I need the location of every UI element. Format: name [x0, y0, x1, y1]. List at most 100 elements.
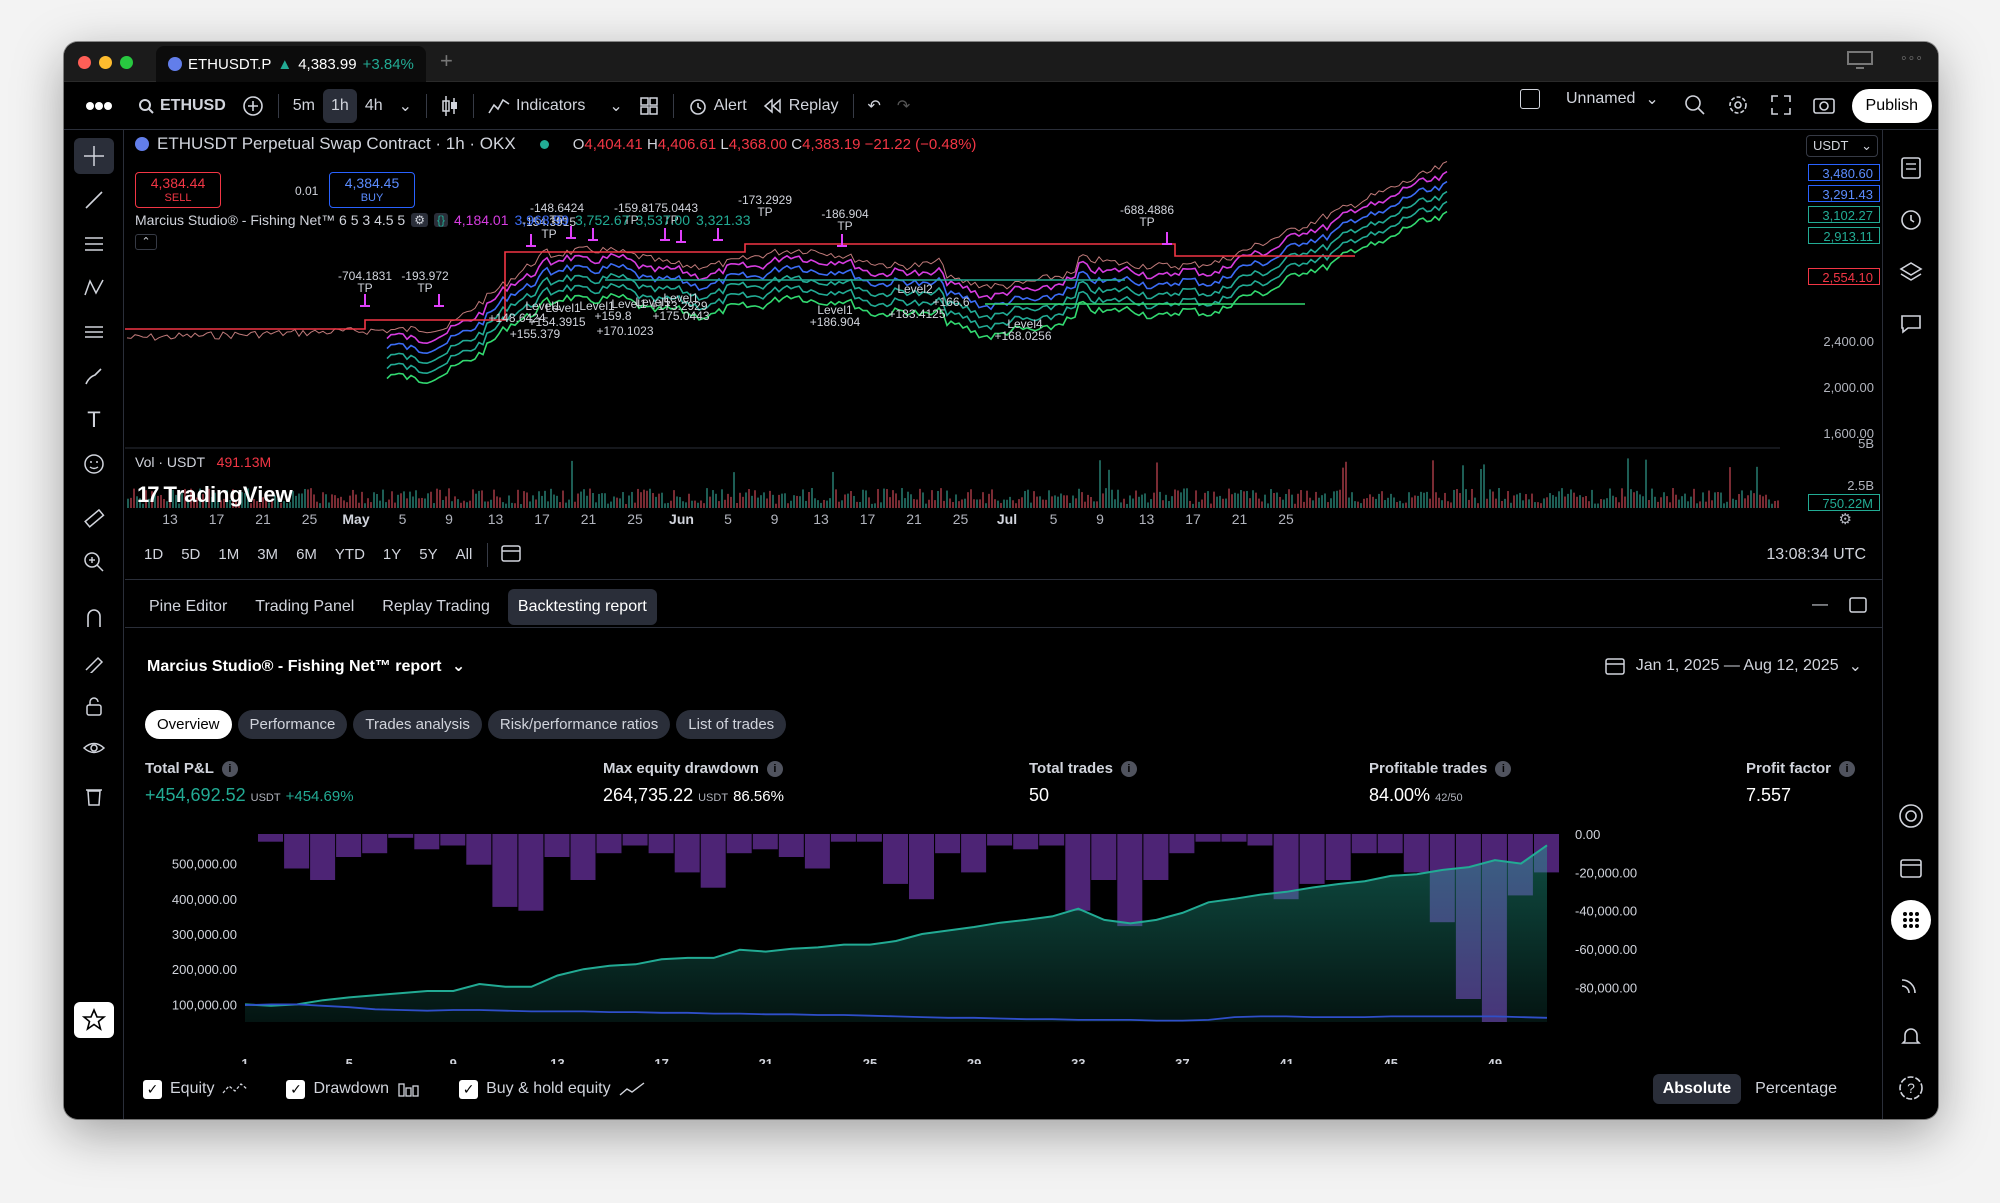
subtab-list-of-trades[interactable]: List of trades: [676, 710, 787, 739]
help-icon[interactable]: ?: [1891, 1068, 1931, 1108]
buy-hold-equity-checkbox[interactable]: ✓ Buy & hold equity: [459, 1079, 645, 1099]
candles-chart-type-icon[interactable]: [433, 89, 467, 123]
price-chart[interactable]: -704.1831 TP -193.972 TP -148.6424 TP -154.391…: [125, 130, 1882, 530]
indicator-legend[interactable]: Marcius Studio® - Fishing Net™ 6 5 3 4.5…: [135, 212, 751, 228]
interval-5m[interactable]: 5m: [292, 96, 316, 114]
lock-icon[interactable]: [74, 688, 114, 724]
favorites-star-icon[interactable]: [74, 1002, 114, 1038]
interval-1h[interactable]: 1h: [323, 88, 357, 123]
symbol-search[interactable]: ETHUSD: [130, 89, 234, 123]
stay-in-drawing-mode-icon[interactable]: [74, 644, 114, 680]
text-tool-icon[interactable]: T: [87, 407, 101, 432]
settings-gear-icon[interactable]: [1727, 94, 1749, 121]
tab-replay-trading[interactable]: Replay Trading: [382, 597, 490, 615]
chart-settings-gear-icon[interactable]: ⚙: [1838, 511, 1852, 528]
range-5y[interactable]: 5Y: [419, 546, 438, 563]
currency-selector[interactable]: USDT ⌄: [1806, 135, 1878, 157]
tab-pine-editor[interactable]: Pine Editor: [149, 597, 228, 615]
go-to-date-calendar-icon[interactable]: [500, 543, 522, 567]
zoom-in-icon[interactable]: [74, 544, 114, 580]
apps-grid-icon[interactable]: [1891, 900, 1931, 940]
info-icon[interactable]: i: [1839, 760, 1856, 777]
subtab-trades-analysis[interactable]: Trades analysis: [353, 710, 482, 739]
trend-line-icon[interactable]: [74, 182, 114, 218]
eye-icon[interactable]: [74, 730, 114, 766]
absolute-button[interactable]: Absolute: [1652, 1074, 1742, 1104]
chat-icon[interactable]: [1891, 304, 1931, 344]
tab-trading-panel[interactable]: Trading Panel: [255, 597, 355, 615]
minimize-window-button[interactable]: [99, 56, 112, 69]
tab-backtesting-report[interactable]: Backtesting report: [507, 588, 657, 625]
fib-tool-icon[interactable]: [74, 314, 114, 350]
quick-search-icon[interactable]: [1684, 94, 1706, 121]
close-window-button[interactable]: [78, 56, 91, 69]
publish-button[interactable]: Publish: [1851, 89, 1932, 123]
range-3m[interactable]: 3M: [257, 546, 279, 563]
magnet-icon[interactable]: [74, 600, 114, 636]
brush-icon[interactable]: [74, 358, 114, 394]
collapse-legend-chevron-up-icon[interactable]: ⌃: [135, 234, 157, 250]
sell-button[interactable]: 4,384.44 SELL: [135, 172, 221, 208]
indicator-settings-icon[interactable]: ⚙: [411, 213, 428, 227]
ruler-icon[interactable]: [74, 500, 114, 536]
notifications-bell-icon[interactable]: [1891, 1016, 1931, 1056]
buy-button[interactable]: 4,384.45 BUY: [329, 172, 415, 208]
horizontal-lines-icon[interactable]: [74, 226, 114, 262]
utc-clock[interactable]: 13:08:34 UTC: [1766, 546, 1866, 563]
drawdown-checkbox[interactable]: ✓ Drawdown: [286, 1079, 421, 1099]
alerts-clock-icon[interactable]: [1891, 200, 1931, 240]
redo-icon[interactable]: ↷: [896, 97, 911, 115]
minimize-panel-icon[interactable]: —: [1812, 596, 1828, 613]
compare-symbol-plus-icon[interactable]: [234, 89, 272, 123]
subtab-overview[interactable]: Overview: [145, 710, 232, 739]
report-title-dropdown[interactable]: Marcius Studio® - Fishing Net™ report ⌄: [147, 656, 465, 676]
fullscreen-icon[interactable]: [1770, 94, 1792, 121]
camera-snapshot-icon[interactable]: [1812, 94, 1836, 121]
layout-templates-icon[interactable]: [631, 89, 667, 123]
new-tab-plus-icon[interactable]: +: [440, 48, 453, 73]
indicator-source-code-icon[interactable]: {}: [433, 213, 448, 227]
interval-dropdown-chevron-icon[interactable]: ⌄: [398, 97, 413, 115]
range-5d[interactable]: 5D: [181, 546, 201, 563]
indicators-button[interactable]: Indicators ⌄: [480, 89, 631, 123]
main-menu-icon[interactable]: [78, 89, 120, 123]
alert-button[interactable]: Alert: [680, 89, 755, 123]
info-icon[interactable]: i: [1495, 760, 1512, 777]
range-6m[interactable]: 6M: [296, 546, 317, 563]
range-1d[interactable]: 1D: [144, 546, 164, 563]
info-icon[interactable]: i: [221, 760, 238, 777]
percentage-button[interactable]: Percentage: [1755, 1080, 1837, 1097]
range-all[interactable]: All: [455, 546, 473, 563]
emoji-icon[interactable]: [74, 446, 114, 482]
browser-tab-ethusdt[interactable]: ETHUSDT.P ▲ 4,383.99 +3.84%: [156, 46, 426, 82]
replay-button[interactable]: Replay: [755, 89, 847, 123]
time-axis[interactable]: 13 17 21 25 May 5 9 13 17 21 25 Jun 5 9 13 17 21 25 Jul 5 9 1…: [125, 508, 1882, 530]
layers-icon[interactable]: [1891, 252, 1931, 292]
layout-selector[interactable]: Unnamed ⌄: [1520, 89, 1659, 109]
monitor-icon[interactable]: [1846, 50, 1874, 75]
equity-chart[interactable]: 500,000.00 400,000.00 300,000.00 200,000.00…: [125, 822, 1882, 1064]
range-ytd[interactable]: YTD: [334, 546, 365, 563]
crosshair-icon[interactable]: [74, 138, 114, 174]
tradingview-logo[interactable]: 17 TradingView: [137, 482, 293, 508]
interval-4h[interactable]: 4h: [364, 96, 383, 114]
undo-icon[interactable]: ↶: [867, 97, 881, 115]
watchlist-icon[interactable]: [1891, 148, 1931, 188]
equity-checkbox[interactable]: ✓ Equity: [143, 1079, 248, 1099]
range-1m[interactable]: 1M: [218, 546, 240, 563]
maximize-panel-icon[interactable]: [1848, 596, 1868, 619]
date-range-selector[interactable]: Jan 1, 2025 — Aug 12, 2025 ⌄: [1604, 656, 1862, 676]
subtab-risk-performance-ratios[interactable]: Risk/performance ratios: [487, 710, 671, 739]
calendar-icon[interactable]: [1891, 848, 1931, 888]
trash-icon[interactable]: [74, 778, 114, 814]
signal-feed-icon[interactable]: [1891, 964, 1931, 1004]
more-options-icon[interactable]: ◦◦◦: [1900, 50, 1924, 67]
info-icon[interactable]: i: [766, 760, 783, 777]
pattern-tool-icon[interactable]: [74, 270, 114, 306]
range-1y[interactable]: 1Y: [382, 546, 402, 563]
price-plot[interactable]: -704.1831TP-193.972TP-148.6424TP-154.391…: [125, 130, 1882, 530]
subtab-performance[interactable]: Performance: [237, 710, 348, 739]
info-icon[interactable]: i: [1120, 760, 1137, 777]
zoom-window-button[interactable]: [120, 56, 133, 69]
target-icon[interactable]: [1891, 796, 1931, 836]
